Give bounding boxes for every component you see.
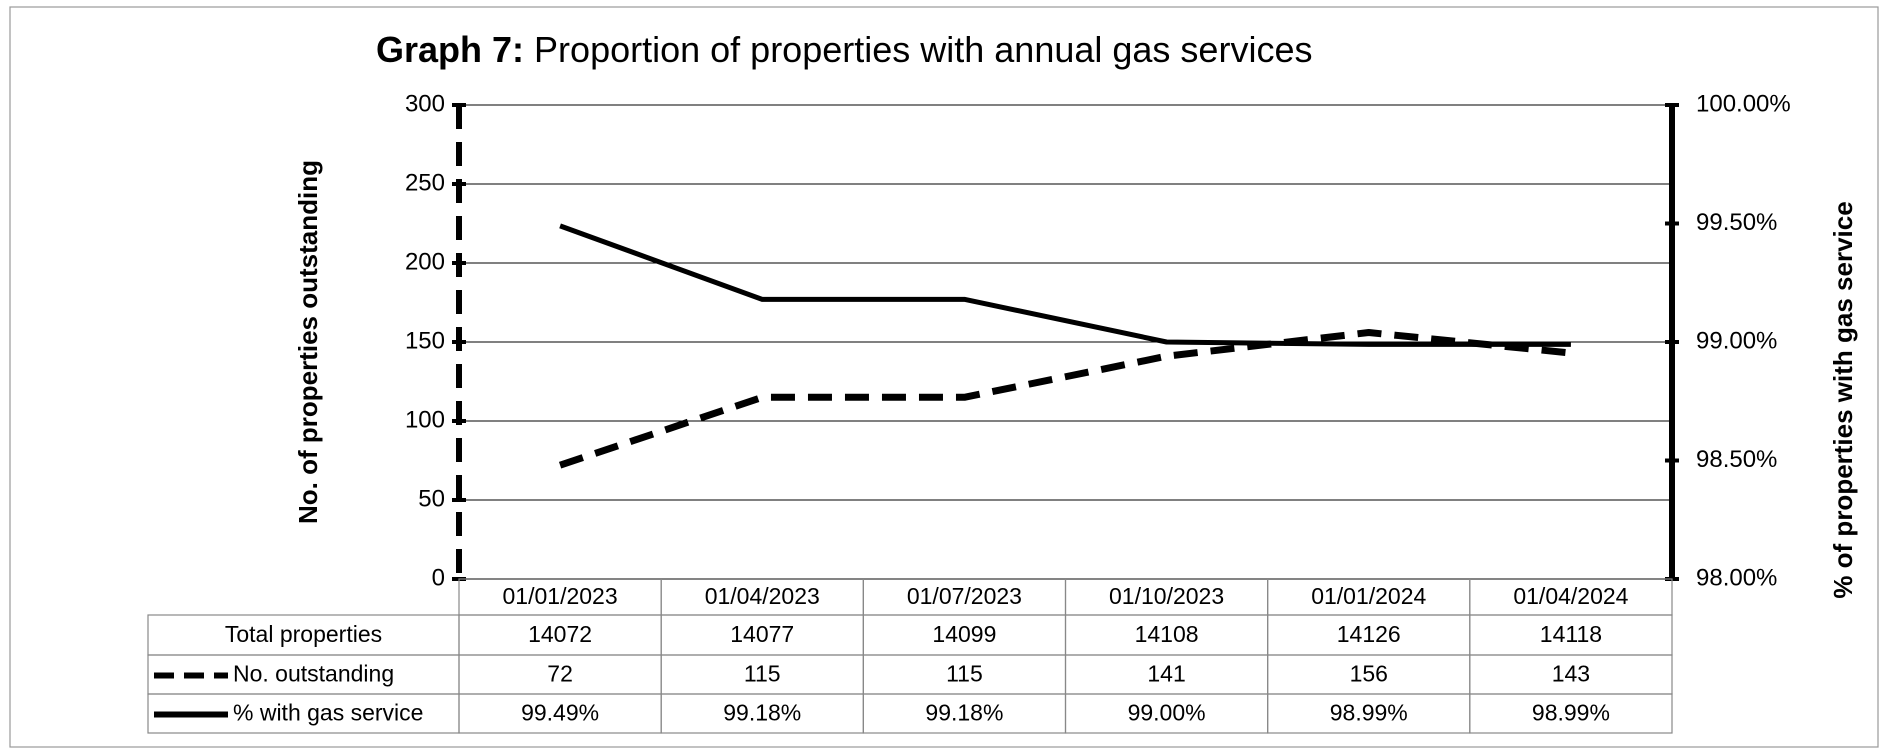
y-tick-label: 300	[405, 90, 445, 117]
table-row-label: Total properties	[225, 621, 382, 647]
y-tick-label: 250	[405, 169, 445, 196]
x-tick-label: 01/04/2024	[1513, 583, 1628, 609]
table-value: 99.00%	[1128, 700, 1206, 726]
x-tick-label: 01/10/2023	[1109, 583, 1224, 609]
table-value: 72	[547, 661, 573, 687]
title-label: Graph 7:	[376, 29, 524, 70]
y-tick-label: 150	[405, 327, 445, 354]
y2-tick-label: 98.50%	[1696, 446, 1777, 473]
table-value: 14126	[1337, 621, 1401, 647]
table-value: 115	[946, 661, 983, 687]
legend-label: No. outstanding	[233, 661, 394, 687]
x-tick-label: 01/01/2023	[503, 583, 618, 609]
table-value: 14108	[1135, 621, 1199, 647]
y-tick-label: 0	[432, 564, 445, 591]
table-value: 98.99%	[1330, 700, 1408, 726]
series-line	[559, 223, 1571, 347]
table-cell	[147, 693, 460, 734]
legend-label: % with gas service	[233, 700, 423, 726]
table-value: 143	[1552, 661, 1590, 687]
x-tick-label: 01/04/2023	[705, 583, 820, 609]
table-value: 14118	[1540, 621, 1602, 647]
table-value: 99.18%	[723, 700, 801, 726]
table-value: 14072	[528, 621, 592, 647]
x-tick-label: 01/07/2023	[907, 583, 1022, 609]
table-value: 141	[1147, 661, 1185, 687]
table-value: 14077	[730, 621, 794, 647]
table-value: 99.49%	[521, 700, 599, 726]
y2-tick-label: 99.50%	[1696, 209, 1777, 236]
chart-border	[9, 6, 1879, 748]
y2-tick-label: 98.00%	[1696, 564, 1777, 591]
y-axis-title: No. of properties outstanding	[293, 160, 323, 524]
table-value: 98.99%	[1532, 700, 1610, 726]
y2-axis-title: % of properties with gas service	[1828, 201, 1858, 598]
table-cell	[1469, 693, 1673, 734]
y-tick-label: 200	[405, 248, 445, 275]
y-tick-label: 100	[405, 406, 445, 433]
y-tick-label: 50	[418, 485, 445, 512]
table-value: 14099	[932, 621, 996, 647]
y2-tick-label: 99.00%	[1696, 327, 1777, 354]
y2-tick-label: 100.00%	[1696, 90, 1791, 117]
table-value: 99.18%	[925, 700, 1003, 726]
table-value: 156	[1350, 661, 1388, 687]
table-value: 115	[744, 661, 781, 687]
x-tick-label: 01/01/2024	[1311, 583, 1426, 609]
chart-title: Graph 7: Proportion of properties with a…	[376, 29, 1312, 70]
series-line	[558, 329, 1572, 469]
title-text: Proportion of properties with annual gas…	[534, 29, 1312, 70]
